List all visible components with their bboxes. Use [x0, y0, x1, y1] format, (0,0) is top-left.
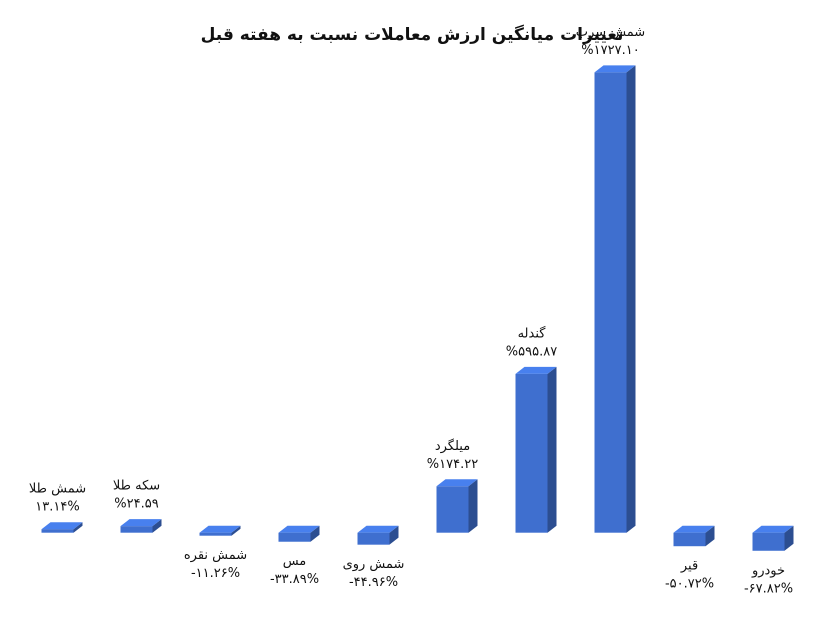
bar-top [41, 522, 83, 530]
category-label: شمش نقره [184, 548, 247, 563]
category-label: سکه طلا [113, 479, 160, 494]
bar-side [547, 366, 557, 533]
bar [41, 529, 74, 533]
bar [515, 373, 548, 533]
bar [199, 532, 232, 536]
category-label: شمش سرب [576, 25, 645, 40]
bar-top [594, 65, 636, 73]
bar-top [199, 525, 241, 533]
category-label: شمش طلا [29, 482, 86, 497]
value-label: -۶۷.۸۲% [744, 581, 793, 596]
bar-top [436, 479, 478, 487]
bar-top [752, 525, 794, 533]
bar-top [120, 519, 162, 527]
value-label: -۱۱.۲۶% [191, 566, 240, 581]
bar-side [389, 525, 399, 545]
bar-side [231, 525, 241, 536]
bar [278, 532, 311, 542]
value-label: -۴۴.۹۶% [349, 575, 398, 590]
category-label: خودرو [751, 563, 785, 578]
bar-side [310, 525, 320, 542]
bar-side [784, 525, 794, 551]
bar-top [278, 525, 320, 533]
bar-top [515, 366, 557, 374]
value-label: ۱۳.۱۴% [35, 500, 79, 515]
bar [594, 72, 627, 533]
category-label: گندله [518, 325, 547, 341]
bar [120, 526, 153, 533]
value-label: -۵۰.۷۲% [665, 577, 714, 592]
bar-side [73, 522, 83, 533]
value-label: %۵۹۵.۸۷ [506, 344, 557, 359]
bar-top [357, 525, 399, 533]
value-label: %۲۴.۵۹ [114, 497, 158, 512]
value-label: %۱۷۴.۲۲ [427, 457, 478, 472]
bar-side [152, 519, 162, 533]
bar [436, 486, 469, 533]
chart-title: تغییرات میانگین ارزش معاملات نسبت به هفت… [201, 24, 624, 45]
bar-side [468, 479, 478, 533]
category-label: شمش روی [343, 557, 405, 572]
bar [673, 532, 706, 547]
value-label: %۱۷۲۷.۱۰ [581, 43, 639, 58]
bar-side [705, 525, 715, 547]
bar-side [626, 65, 636, 533]
category-label: قیر [680, 559, 698, 574]
bar [357, 532, 390, 545]
category-label: مس [283, 554, 307, 569]
category-label: میلگرد [435, 438, 470, 454]
value-label: -۳۳.۸۹% [270, 572, 319, 587]
bar-top [673, 525, 715, 533]
bar [752, 532, 785, 551]
